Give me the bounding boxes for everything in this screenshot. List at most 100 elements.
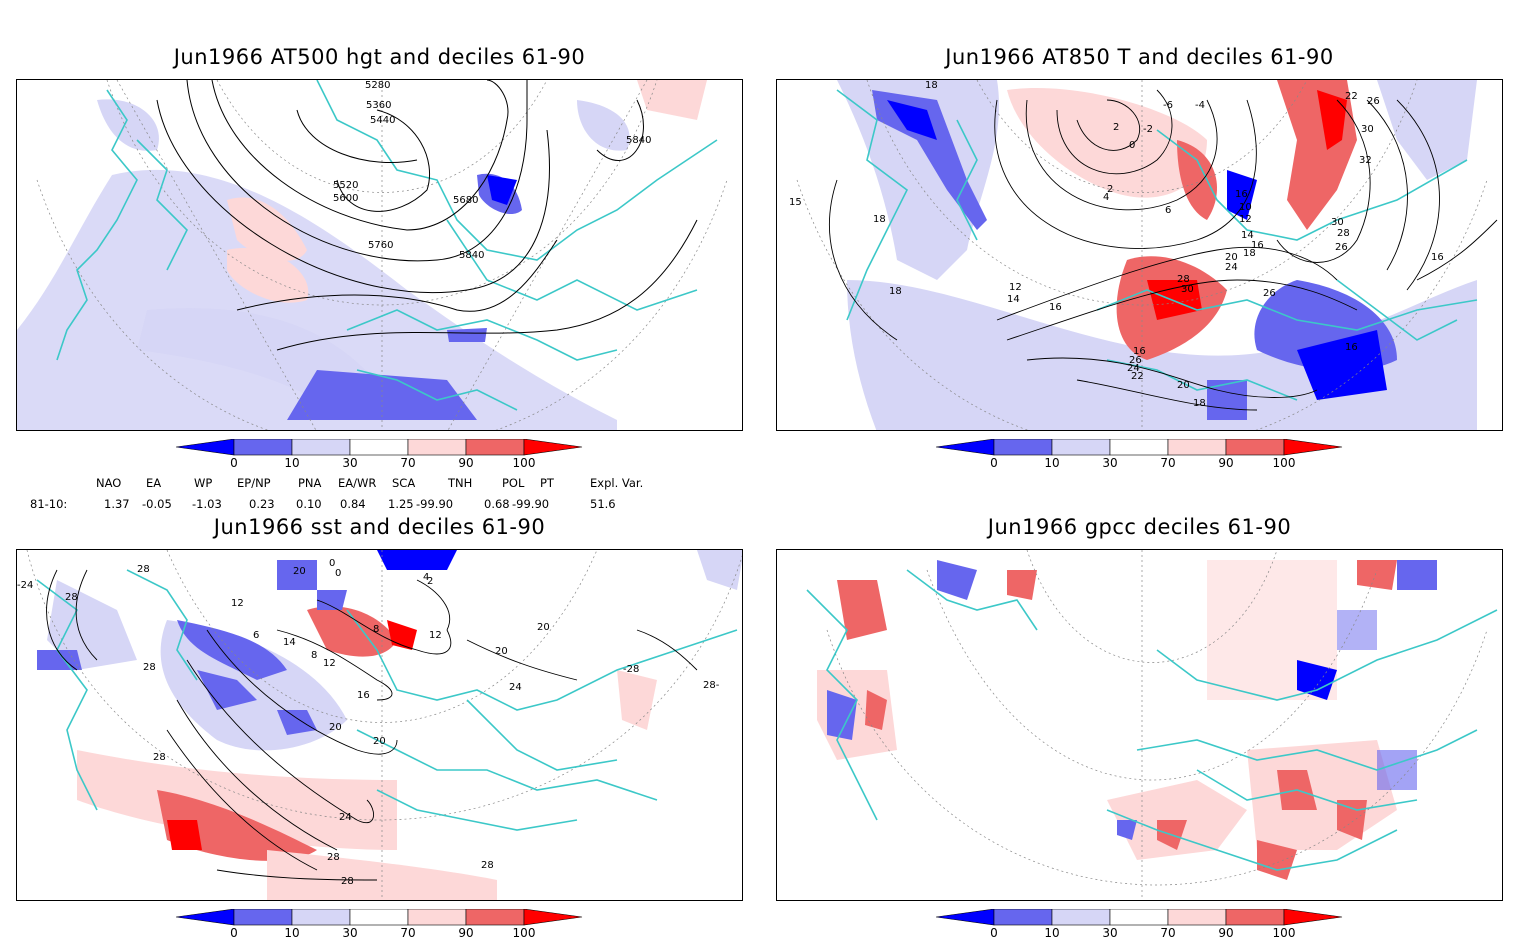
contour-label: 28 — [143, 662, 156, 673]
decile-shading — [817, 560, 1437, 880]
colorbar-gpcc: 0 10 30 70 90 100 — [936, 909, 1346, 947]
colorbar-swatches — [176, 439, 583, 456]
index-value: -99.90 — [416, 497, 454, 511]
contour-label: -24 — [17, 580, 33, 591]
contour-label: 0 — [329, 558, 335, 569]
contour-label: 26 — [1335, 242, 1348, 253]
contour-label: 16 — [1251, 240, 1264, 251]
colorbar-tick: 30 — [1102, 456, 1118, 470]
coastlines — [36, 569, 738, 831]
contour-label: 28 — [341, 876, 354, 887]
sst-contours — [46, 569, 698, 881]
colorbar-tick: 90 — [458, 926, 474, 940]
contour-label: 28 — [65, 592, 78, 603]
decile-shading — [17, 80, 707, 430]
contour-label: 24 — [339, 812, 352, 823]
contour-label: 16 — [1049, 302, 1062, 313]
contour-label: 12 — [231, 598, 244, 609]
colorbar-tick: 100 — [512, 456, 536, 470]
index-value: 51.6 — [590, 497, 616, 511]
index-header: NAO — [96, 476, 122, 490]
index-header: PNA — [298, 476, 322, 490]
contour-label: 20 — [537, 622, 550, 633]
contour-label: -2 — [1143, 124, 1153, 135]
index-header: WP — [194, 476, 213, 490]
contour-label: 0 — [1129, 140, 1135, 151]
panel-title-sst: Jun1966 sst and deciles 61-90 — [213, 515, 546, 539]
index-value: 0.23 — [249, 497, 275, 511]
latlon-grid — [36, 80, 728, 430]
contour-label: 12 — [1239, 214, 1252, 225]
colorbar-tick: 70 — [1160, 926, 1176, 940]
contour-label: 0 — [335, 568, 341, 579]
index-value: -0.05 — [142, 497, 172, 511]
contour-label: 16 — [1235, 189, 1248, 200]
contour-label: 5760 — [368, 240, 393, 251]
contour-label: 20 — [329, 722, 342, 733]
index-header: SCA — [392, 476, 416, 490]
index-header: EA/WR — [338, 476, 377, 490]
index-header: EA — [146, 476, 162, 490]
colorbar-tick: 100 — [512, 926, 536, 940]
contour-label: 5840 — [459, 250, 484, 261]
contour-label: 20 — [1225, 252, 1238, 263]
colorbar-tick: 90 — [458, 456, 474, 470]
contour-label: 28 — [1337, 228, 1350, 239]
colorbar-swatches — [176, 909, 583, 926]
contour-label: 20 — [495, 646, 508, 657]
colorbar-tick: 70 — [400, 926, 416, 940]
contour-label: 5360 — [366, 100, 391, 111]
colorbar-z500: 0 10 30 70 90 100 — [176, 439, 586, 477]
contour-label: 14 — [1007, 294, 1020, 305]
decile-shading — [837, 80, 1477, 430]
contour-label: 18 — [1193, 398, 1206, 409]
contour-label: 5280 — [365, 80, 390, 91]
latlon-grid — [26, 550, 742, 900]
contour-label: -28 — [623, 664, 639, 675]
contour-label: 18 — [889, 286, 902, 297]
colorbar-tick: 100 — [1272, 456, 1296, 470]
temperature-contours — [829, 89, 1498, 411]
contour-label: 20 — [373, 736, 386, 747]
contour-label: 12 — [1009, 282, 1022, 293]
contour-label: 28 — [153, 752, 166, 763]
panel-title-z500: Jun1966 AT500 hgt and deciles 61-90 — [173, 45, 586, 69]
index-header: EP/NP — [237, 476, 271, 490]
colorbar-swatches — [936, 439, 1343, 456]
contour-label: 32 — [1359, 155, 1372, 166]
index-header: TNH — [448, 476, 473, 490]
map-panel-gpcc — [776, 549, 1503, 901]
coastlines — [56, 80, 718, 411]
contour-label: 26 — [1129, 355, 1142, 366]
map-svg-z500: 5280 5360 5440 5520 5600 5680 5760 5840 … — [17, 80, 728, 430]
map-svg-gpcc — [806, 550, 1498, 900]
index-value: -1.03 — [192, 497, 222, 511]
contour-label: 20 — [1177, 380, 1190, 391]
index-value: 0.68 — [484, 497, 510, 511]
colorbar-t850: 0 10 30 70 90 100 — [936, 439, 1346, 477]
map-panel-z500: 5280 5360 5440 5520 5600 5680 5760 5840 … — [16, 79, 743, 431]
contour-label: -4 — [1195, 100, 1205, 111]
contour-label: 18 — [873, 214, 886, 225]
contour-label: 16 — [1133, 346, 1146, 357]
contour-label: 2 — [427, 576, 433, 587]
colorbar-tick: 90 — [1218, 456, 1234, 470]
colorbar-tick: 10 — [1044, 926, 1060, 940]
latlon-grid — [826, 550, 1488, 900]
contour-label: 5520 — [333, 180, 358, 191]
map-panel-sst: -24 28 28 12 20 0 0 4 2 6 8 14 12 8 12 1… — [16, 549, 743, 901]
contour-label: 18 — [1243, 248, 1256, 259]
index-value: -99.90 — [512, 497, 550, 511]
map-svg-t850: 18 -6 -4 22 26 2 -2 30 32 0 2 4 6 16 10 … — [789, 80, 1498, 430]
colorbar-tick: 100 — [1272, 926, 1296, 940]
contour-label: 8 — [311, 650, 317, 661]
contour-label: 4 — [423, 572, 429, 583]
contour-label: 26 — [1263, 288, 1276, 299]
index-value: 0.10 — [296, 497, 322, 511]
contour-label: 2 — [1113, 122, 1119, 133]
colorbar-tick: 0 — [990, 456, 998, 470]
contour-label: 2 — [1107, 184, 1113, 195]
colorbar-tick: 10 — [284, 926, 300, 940]
colorbar-tick: 70 — [400, 456, 416, 470]
contour-label: -6 — [1163, 100, 1173, 111]
